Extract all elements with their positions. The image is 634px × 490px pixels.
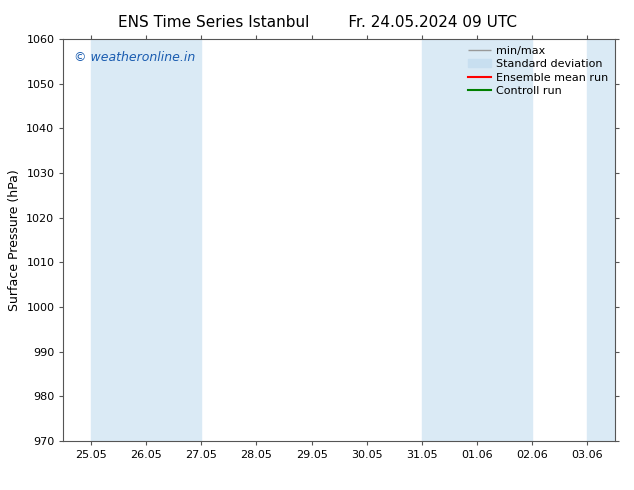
Legend: min/max, Standard deviation, Ensemble mean run, Controll run: min/max, Standard deviation, Ensemble me…: [464, 42, 612, 100]
Text: © weatheronline.in: © weatheronline.in: [74, 51, 196, 64]
Bar: [91, 39, 202, 441]
Bar: [422, 39, 533, 441]
Y-axis label: Surface Pressure (hPa): Surface Pressure (hPa): [8, 169, 21, 311]
Bar: [588, 39, 634, 441]
Text: ENS Time Series Istanbul        Fr. 24.05.2024 09 UTC: ENS Time Series Istanbul Fr. 24.05.2024 …: [117, 15, 517, 30]
